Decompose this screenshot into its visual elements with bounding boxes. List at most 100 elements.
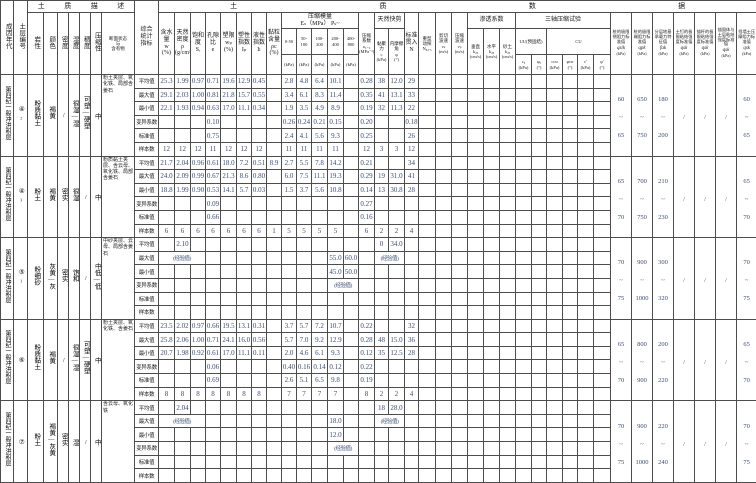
capacity-column-header: 锚杆的极限粘结强度标准值 qsk (kPa): [694, 12, 717, 75]
empty-cell: [266, 264, 283, 279]
unit-header: (kPa): [311, 54, 329, 75]
value-cell: 17.0: [220, 345, 238, 361]
empty-cell: [451, 128, 469, 143]
capacity-value-cell: 900 ~ 1000: [631, 237, 654, 320]
empty-cell: [577, 305, 595, 320]
empty-cell: [418, 101, 437, 116]
empty-cell: [236, 114, 253, 130]
value-cell: 12: [358, 141, 376, 157]
empty-cell: [358, 413, 376, 429]
empty-cell: [327, 291, 345, 307]
capacity-value-cell: /: [694, 237, 717, 320]
empty-cell: [343, 182, 360, 198]
value-cell: 12: [251, 141, 268, 157]
value-cell: 11: [296, 141, 313, 157]
value-cell: 11: [311, 141, 329, 157]
triaxial-sub-header: φ′ (°): [593, 54, 612, 75]
value-cell: 5.5: [296, 155, 313, 171]
value-cell: 28.0: [388, 400, 406, 415]
value-cell: 7.2: [236, 155, 253, 171]
empty-cell: [451, 305, 469, 320]
value-cell: 0.66: [205, 209, 222, 225]
empty-cell: [483, 359, 501, 375]
empty-cell: [451, 209, 469, 225]
pressure-range-header: 50- 100: [296, 28, 313, 55]
empty-cell: [343, 223, 360, 239]
empty-cell: [190, 468, 207, 483]
empty-cell: [577, 441, 595, 456]
descriptor-column-header: 稠度: [79, 12, 91, 75]
value-cell: 2: [374, 386, 390, 402]
empty-cell: [577, 332, 595, 347]
stat-label: 标准值: [134, 128, 160, 143]
empty-cell: [158, 468, 176, 483]
empty-cell: [562, 468, 579, 483]
empty-cell: [190, 373, 207, 388]
value-cell: 9.2: [311, 332, 329, 347]
value-cell: 34: [404, 155, 420, 171]
empty-cell: [418, 237, 437, 252]
value-cell: 0.31: [251, 318, 268, 334]
value-cell: 0.63: [205, 101, 222, 116]
empty-cell: [499, 441, 517, 456]
empty-cell: [531, 468, 548, 483]
capacity-value-cell: /: [715, 155, 738, 239]
empty-cell: [577, 454, 595, 470]
empty-cell: [251, 128, 268, 143]
stat-label: 最小值: [134, 264, 160, 279]
capacity-column-header: 土钉的极限粘结强度标准值 qsk (kPa): [673, 12, 696, 75]
empty-cell: [388, 305, 406, 320]
empty-cell: [418, 209, 437, 225]
value-cell: 7.8: [311, 155, 329, 171]
value-cell: 6: [220, 223, 238, 239]
empty-cell: [266, 128, 283, 143]
empty-cell: [281, 209, 298, 225]
empty-cell: [435, 114, 453, 130]
empty-cell: [562, 87, 579, 103]
empty-cell: [388, 209, 406, 225]
empty-cell: [418, 74, 437, 89]
value-cell: 0.71: [205, 74, 222, 89]
empty-cell: [388, 454, 406, 470]
empty-cell: [483, 141, 501, 157]
consistency-cell: 可塑—硬塑: [79, 318, 91, 402]
empty-cell: [499, 373, 517, 388]
empty-cell: [266, 169, 283, 184]
empty-cell: [418, 441, 437, 456]
value-cell: 1.93: [174, 101, 192, 116]
value-cell: 2.8: [281, 74, 298, 89]
empty-cell: [546, 277, 564, 293]
empty-cell: [546, 359, 564, 375]
empty-cell: [435, 237, 453, 252]
uu-test-header: UU(预固结): [515, 28, 548, 55]
empty-cell: [374, 209, 390, 225]
empty-cell: [418, 332, 437, 347]
empty-cell: [343, 400, 360, 415]
stat-label: 变异系数: [134, 441, 160, 456]
empty-cell: [546, 318, 564, 334]
value-cell: 19.3: [327, 169, 345, 184]
triaxial-sub-header: ccu (kPa): [546, 54, 564, 75]
capacity-value-cell: /: [694, 155, 717, 239]
empty-cell: [174, 454, 192, 470]
value-cell: 6.1: [296, 87, 313, 103]
empty-cell: [483, 373, 501, 388]
empty-cell: [388, 196, 406, 211]
empty-cell: [515, 345, 533, 361]
empty-cell: [343, 373, 360, 388]
empty-cell: [451, 237, 469, 252]
capacity-value-cell: /: [694, 318, 717, 402]
empty-cell: [467, 223, 485, 239]
stat-label: 最大值: [134, 87, 160, 103]
empty-cell: [593, 359, 612, 375]
empty-cell: [467, 237, 485, 252]
empty-cell: [467, 454, 485, 470]
empty-cell: [467, 182, 485, 198]
empty-cell: [531, 305, 548, 320]
value-cell: 11: [327, 141, 345, 157]
value-cell: 0.40: [281, 359, 298, 375]
value-cell: 6: [158, 223, 176, 239]
empty-cell: [483, 277, 501, 293]
triaxial-sub-header: c′ (kPa): [577, 54, 595, 75]
